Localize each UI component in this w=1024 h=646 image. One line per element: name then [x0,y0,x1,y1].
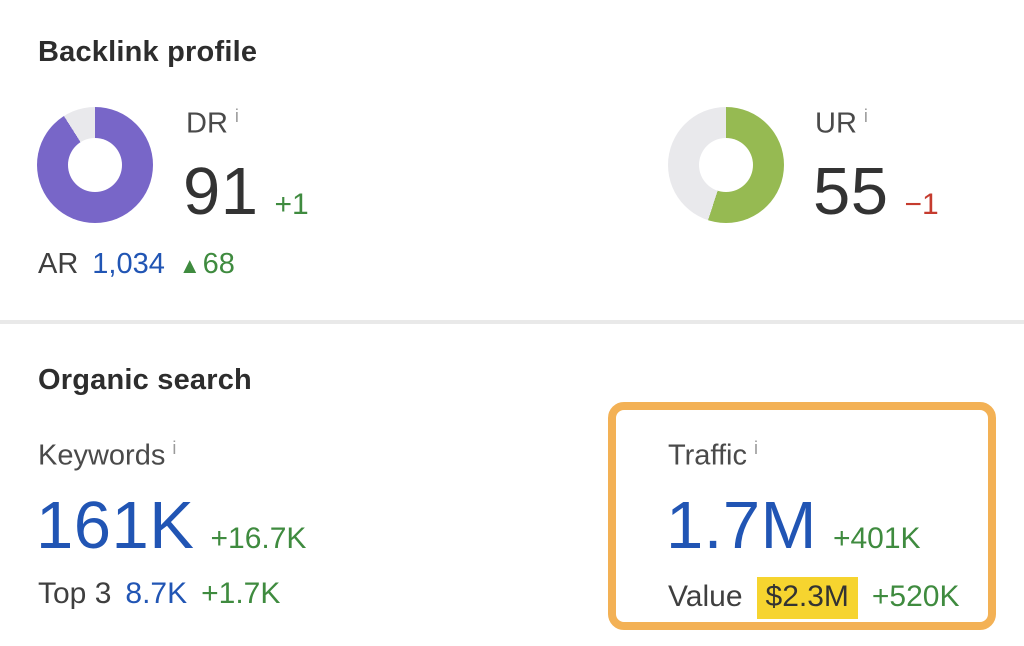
top3-row: Top 3 8.7K +1.7K [38,577,280,612]
ur-label: UR i [815,106,868,141]
section-divider [0,320,1024,324]
ar-delta: ▲68 [179,248,235,281]
organic-search-title: Organic search [38,364,252,396]
ar-label: AR [38,248,79,280]
top3-value[interactable]: 8.7K [125,577,188,610]
keywords-label-text: Keywords [38,439,166,472]
ur-info-icon[interactable]: i [863,106,868,126]
top3-delta: +1.7K [201,577,281,610]
ar-value[interactable]: 1,034 [92,248,165,280]
ur-value: 55 [813,154,889,229]
ar-delta-value: 68 [202,248,235,280]
keywords-info-icon[interactable]: i [172,438,177,458]
value-label: Value [668,580,743,613]
dr-label: DR i [186,106,239,141]
value-amount-highlighted: $2.3M [756,577,858,619]
up-triangle-icon: ▲ [178,253,201,278]
traffic-info-icon[interactable]: i [753,438,758,458]
value-delta: +520K [871,580,960,613]
traffic-delta: +401K [832,522,921,555]
keywords-value[interactable]: 161K [36,488,195,563]
keywords-value-row: 161K +16.7K [36,492,306,559]
dr-donut-chart [37,107,153,223]
backlink-profile-title: Backlink profile [38,36,258,68]
ur-delta: −1 [904,188,939,221]
dr-value-row: 91 +1 [183,158,309,225]
dr-value: 91 [183,154,259,229]
traffic-label-text: Traffic [668,439,747,472]
ur-value-row: 55 −1 [813,158,939,225]
traffic-value[interactable]: 1.7M [666,488,817,563]
top3-label: Top 3 [38,577,112,610]
keywords-delta: +16.7K [210,522,307,555]
dr-label-text: DR [186,107,228,140]
traffic-value-money-row: Value $2.3M +520K [668,577,960,619]
ur-label-text: UR [815,107,857,140]
ar-row: AR 1,034 ▲68 [38,248,235,281]
dr-info-icon[interactable]: i [234,106,239,126]
keywords-label: Keywords i [38,438,176,473]
ur-donut-chart [668,107,784,223]
traffic-label: Traffic i [668,438,758,473]
traffic-value-row: 1.7M +401K [666,492,921,559]
dr-delta: +1 [274,188,309,221]
